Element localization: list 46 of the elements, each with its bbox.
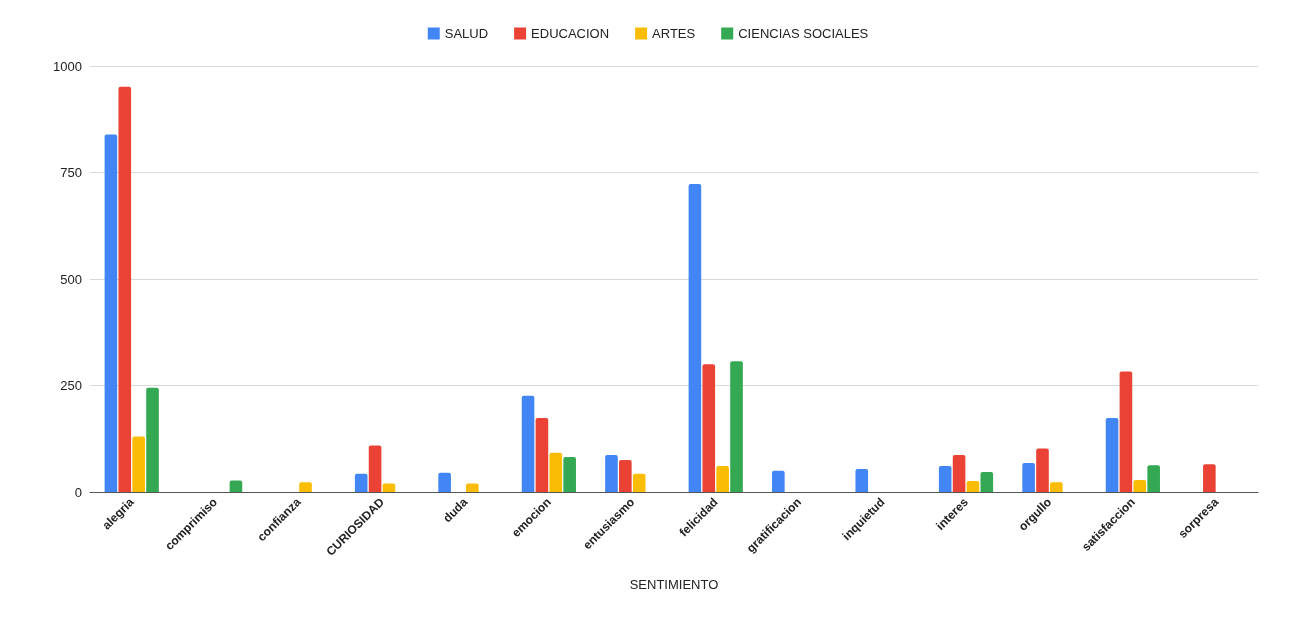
bar [382, 483, 396, 492]
bar [535, 417, 549, 492]
bar [1147, 465, 1160, 492]
bar [1105, 417, 1119, 492]
y-tick-label: 1000 [53, 58, 82, 74]
y-tick-label: 250 [60, 378, 82, 393]
bar [229, 480, 243, 492]
bar [1203, 464, 1216, 492]
bar [605, 454, 618, 492]
bar [563, 457, 576, 492]
bar [980, 471, 994, 492]
bar [716, 466, 729, 492]
legend-label: EDUCACION [531, 26, 610, 41]
bar [772, 470, 785, 492]
bar [368, 445, 382, 492]
bar [632, 473, 646, 492]
y-tick-label: 750 [60, 165, 82, 180]
bar [1022, 463, 1035, 492]
bar [938, 466, 952, 492]
bar [132, 436, 145, 492]
bar [688, 184, 702, 492]
bar [146, 387, 159, 492]
y-tick-label: 0 [74, 484, 82, 500]
legend-label: SALUD [444, 26, 489, 41]
bar [466, 483, 479, 492]
bar [1050, 482, 1063, 492]
bar [1119, 371, 1133, 492]
bar [438, 472, 451, 492]
legend-label: CIENCIAS SOCIALES [738, 26, 869, 41]
bar [855, 469, 869, 492]
bar [1036, 448, 1049, 492]
bar [104, 134, 118, 492]
bar [299, 482, 312, 492]
bar [1133, 480, 1147, 492]
x-axis-title: SENTIMIENTO [629, 577, 719, 592]
bar [549, 452, 563, 492]
bar [118, 86, 132, 492]
legend-label: ARTES [652, 26, 696, 41]
y-tick-label: 500 [60, 271, 82, 287]
bar [966, 480, 980, 492]
bar [702, 364, 716, 492]
bar [521, 395, 535, 492]
bar [619, 460, 632, 492]
bar [952, 454, 966, 492]
bar [354, 473, 368, 492]
bar [730, 361, 743, 492]
